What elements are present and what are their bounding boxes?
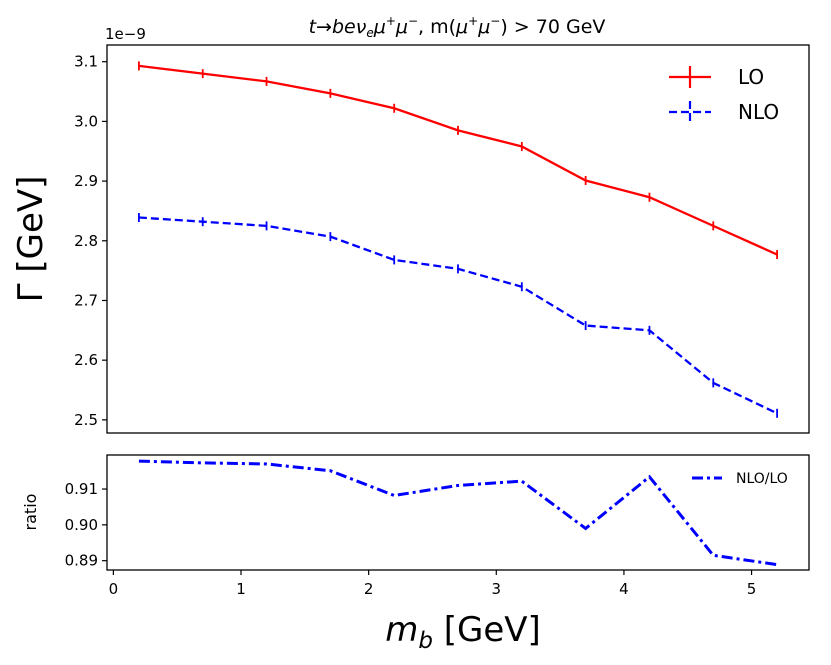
x-tick-label: 5 <box>747 580 757 598</box>
title-part-nu-sub: e <box>366 26 373 40</box>
top-y-tick-label: 2.6 <box>74 351 98 369</box>
bottom-y-tick-label: 0.89 <box>65 552 98 570</box>
series-line-lo <box>138 64 778 256</box>
top-legend: LO NLO <box>669 65 779 124</box>
top-panel: 2.52.62.72.82.93.03.1 1e−9 t→beνeμ+μ−, m… <box>11 14 810 434</box>
series-line-ratio <box>138 459 778 567</box>
title-part-plus1: + <box>386 14 396 28</box>
title-part-minus1: − <box>408 14 418 28</box>
x-tick-label: 1 <box>236 580 246 598</box>
bottom-y-axis-ticks: 0.89 0.90 0.91 <box>65 480 107 570</box>
top-y-tick-label: 2.9 <box>74 172 98 190</box>
title-part-mu2: μ <box>395 16 408 38</box>
legend-label-nlo: NLO <box>738 100 779 124</box>
x-tick-label: 0 <box>109 580 119 598</box>
y-offset-text: 1e−9 <box>105 25 146 43</box>
title-part-mu3: μ <box>455 16 468 38</box>
legend-label-lo: LO <box>738 65 764 89</box>
bottom-plot-frame <box>106 454 810 571</box>
top-y-tick-label: 2.7 <box>74 291 98 309</box>
title-part-plus2: + <box>468 14 478 28</box>
series-line-nlo <box>138 216 778 415</box>
top-y-tick-label: 2.8 <box>74 232 98 250</box>
bottom-y-axis-label: ratio <box>21 494 40 531</box>
x-tick-label: 2 <box>364 580 374 598</box>
bottom-series-lines <box>138 459 778 567</box>
x-label-rest: [GeV] <box>433 610 541 650</box>
title-part-be: be <box>332 16 356 38</box>
bottom-y-tick-label: 0.90 <box>65 516 98 534</box>
x-label-sub: b <box>418 628 433 654</box>
bottom-x-axis-ticks: 0 1 2 3 4 5 <box>109 570 757 598</box>
bottom-legend: NLO/LO <box>692 471 788 487</box>
x-axis-label: mb [GeV] <box>385 610 541 654</box>
chart-title: t→beνeμ+μ−, m(μ+μ−) > 70 GeV <box>309 14 606 40</box>
top-plot-frame <box>106 44 810 434</box>
x-tick-label: 3 <box>492 580 502 598</box>
title-part-mu4: μ <box>477 16 490 38</box>
title-part-nu: ν <box>356 16 367 38</box>
title-part-t: t <box>309 16 318 38</box>
x-tick-label: 4 <box>619 580 629 598</box>
top-errorbar-caps <box>138 61 778 418</box>
x-label-m: m <box>385 610 418 650</box>
title-part-mu1: μ <box>373 16 386 38</box>
legend-label-ratio: NLO/LO <box>736 471 788 487</box>
top-y-tick-label: 3.0 <box>74 112 98 130</box>
top-y-tick-label: 3.1 <box>74 53 98 71</box>
title-part-end: ) > 70 GeV <box>500 16 605 38</box>
top-y-tick-label: 2.5 <box>74 411 98 429</box>
bottom-panel: 0.89 0.90 0.91 0 1 2 3 4 5 ratio mb [GeV] NLO/L… <box>21 454 810 654</box>
top-series-lines <box>138 64 778 415</box>
bottom-y-tick-label: 0.91 <box>65 480 98 498</box>
title-part-minus2: − <box>490 14 500 28</box>
top-y-axis-label: Γ [GeV] <box>11 176 51 303</box>
title-part-mid: , m( <box>418 16 456 38</box>
title-part-arrow: → <box>316 16 332 38</box>
top-y-axis-ticks: 2.5 2.6 2.7 2.8 2.9 3.0 3.1 <box>74 53 107 429</box>
